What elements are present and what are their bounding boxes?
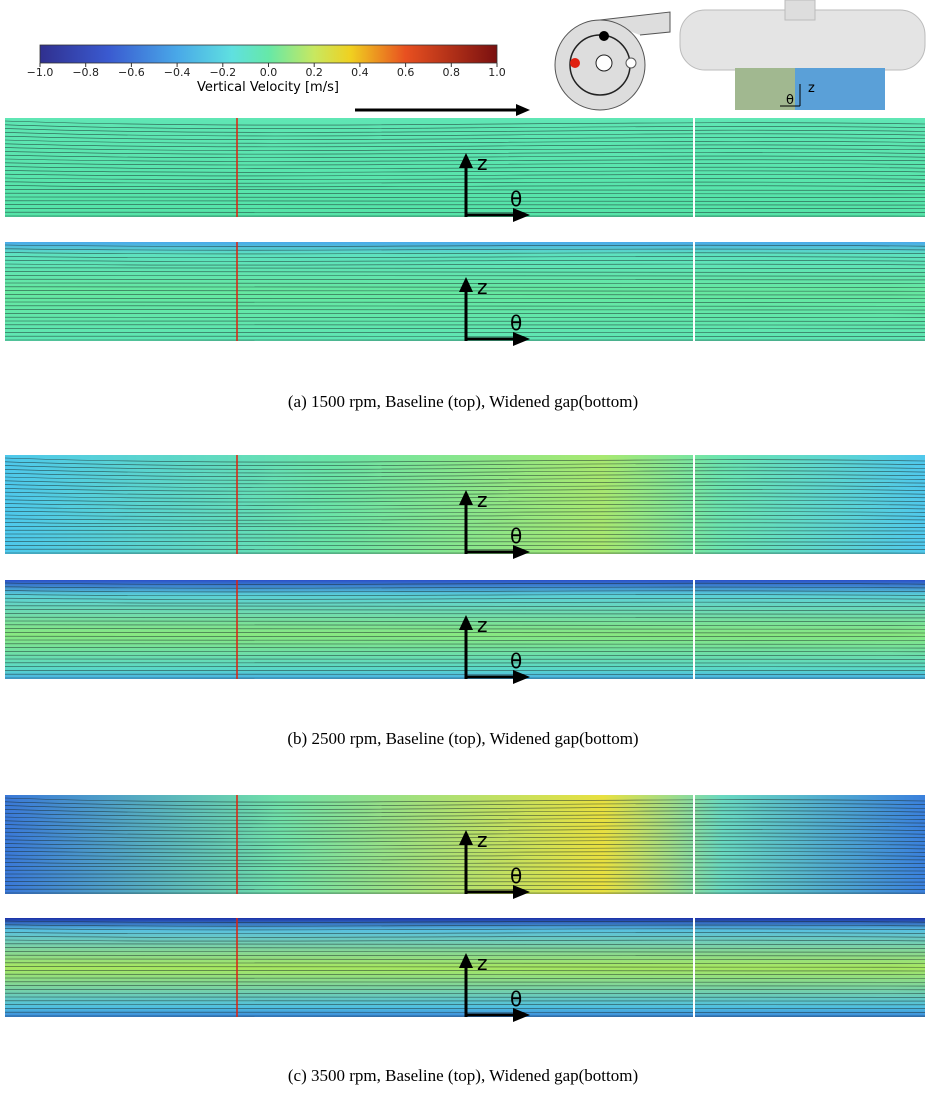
colorbar-label: Vertical Velocity [m/s] (197, 80, 339, 95)
inset-z: z (808, 81, 815, 96)
colorbar-gradient (40, 45, 497, 63)
colorbar-tick-label: 0.6 (397, 66, 415, 79)
z-label: z (477, 151, 488, 175)
colorbar-tick-label: 0.4 (351, 66, 369, 79)
arrow-head (516, 104, 530, 116)
flow-panel: zθ (5, 118, 925, 222)
theta-label: θ (510, 864, 522, 888)
theta-label: θ (510, 187, 522, 211)
colorbar-tick-label: 0.8 (443, 66, 461, 79)
colorbar-tick-label: 0.2 (305, 66, 323, 79)
flow-panel: zθ (5, 918, 925, 1022)
theta-label: θ (510, 524, 522, 548)
theta-label: θ (510, 649, 522, 673)
colorbar-tick-label: −0.4 (164, 66, 191, 79)
theta-label: θ (510, 311, 522, 335)
colorbar-tick-label: 0.0 (260, 66, 278, 79)
pump-3d: θ z (680, 0, 925, 110)
colorbar-tick-label: −1.0 (27, 66, 54, 79)
z-label: z (477, 275, 488, 299)
pump-schematic (555, 12, 670, 110)
flow-panel: zθ (5, 795, 925, 899)
colorbar-tick-label: −0.2 (209, 66, 236, 79)
theta-label: θ (510, 987, 522, 1011)
colorbar-tick-label: −0.6 (118, 66, 145, 79)
caption: (c) 3500 rpm, Baseline (top), Widened ga… (288, 1066, 638, 1085)
z-label: z (477, 613, 488, 637)
colorbar-tick-label: −0.8 (72, 66, 99, 79)
colorbar: Vertical Velocity [m/s] −1.0 −0.8 −0.6 −0.4… (27, 45, 506, 95)
caption: (a) 1500 rpm, Baseline (top), Widened ga… (288, 392, 638, 411)
colorbar-tick-label: 1.0 (488, 66, 506, 79)
z-label: z (477, 488, 488, 512)
flow-panel: zθ (5, 580, 925, 684)
caption: (b) 2500 rpm, Baseline (top), Widened ga… (287, 729, 638, 748)
z-label: z (477, 951, 488, 975)
flow-panel: zθ (5, 242, 925, 346)
z-label: z (477, 828, 488, 852)
flow-panel: zθ (5, 455, 925, 559)
inset-theta: θ (786, 93, 794, 108)
figure: Vertical Velocity [m/s] −1.0 −0.8 −0.6 −0.4… (0, 0, 927, 1093)
